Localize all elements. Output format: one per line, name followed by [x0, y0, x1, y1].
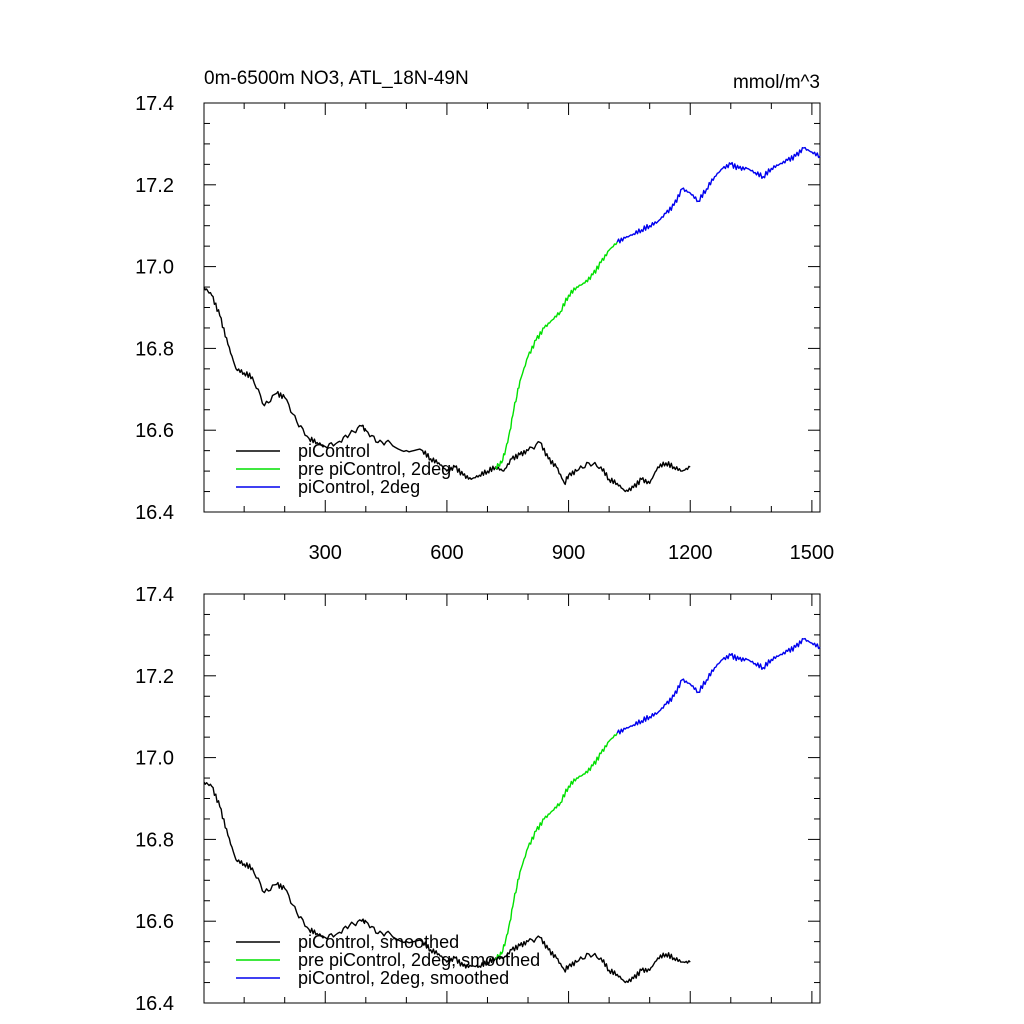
chart-panel-top: 16.4 16.6 16.8 17.0 17.2 17.4 300 600 900 1200 150… — [135, 93, 834, 564]
chart-panel-bottom: 16.4 16.6 16.8 17.0 17.2 17.4 piControl, smoot… — [135, 584, 821, 1015]
series-line — [203, 781, 691, 984]
y-tick-label: 16.6 — [135, 420, 174, 442]
units-label: mmol/m^3 — [733, 72, 820, 93]
chart-title: 0m-6500m NO3, ATL_18N-49N — [204, 68, 469, 89]
series-line — [616, 146, 821, 244]
legend-label: piControl, 2deg — [298, 477, 420, 497]
series-line — [494, 732, 618, 961]
legend-label: piControl, 2deg, smoothed — [298, 968, 509, 988]
y-tick-label: 17.4 — [135, 584, 174, 606]
series-line — [616, 637, 821, 735]
legend-label: piControl — [298, 441, 370, 461]
y-tick-label: 16.8 — [135, 338, 174, 360]
x-tick-label: 600 — [430, 542, 463, 564]
x-tick-label: 1500 — [790, 542, 835, 564]
plot-frame — [203, 593, 821, 1004]
y-tick-label: 16.8 — [135, 829, 174, 851]
x-tick-label: 1200 — [668, 542, 713, 564]
legend-label: pre piControl, 2deg, smoothed — [298, 950, 540, 970]
legend-label: piControl, smoothed — [298, 932, 459, 952]
legend-label: pre piControl, 2deg — [298, 459, 451, 479]
y-tick-label: 17.0 — [135, 748, 174, 770]
x-tick-label: 300 — [309, 542, 342, 564]
y-tick-label: 17.2 — [135, 175, 174, 197]
y-tick-label: 16.4 — [135, 993, 174, 1015]
y-tick-label: 17.2 — [135, 666, 174, 688]
series-line — [203, 286, 691, 493]
y-tick-label: 16.6 — [135, 911, 174, 933]
plot-frame — [203, 102, 821, 513]
y-tick-label: 17.0 — [135, 257, 174, 279]
series-line — [494, 241, 618, 470]
x-tick-label: 900 — [552, 542, 585, 564]
y-tick-label: 17.4 — [135, 93, 174, 115]
y-tick-label: 16.4 — [135, 502, 174, 524]
